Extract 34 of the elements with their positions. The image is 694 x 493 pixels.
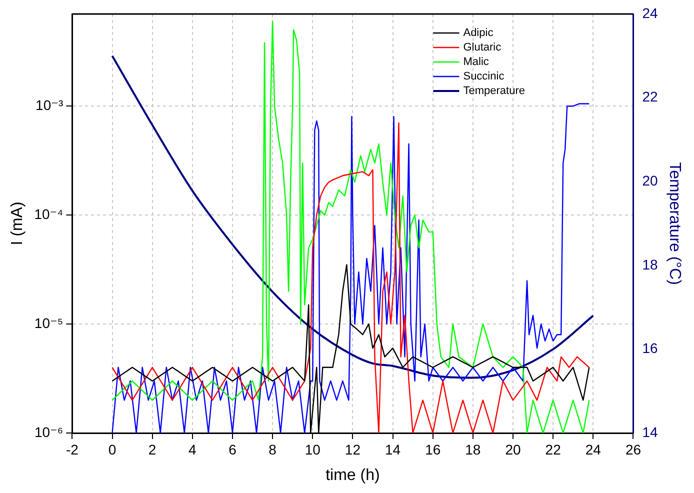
x-tick-label: 16	[425, 441, 441, 458]
x-tick-label: 22	[545, 441, 562, 458]
y2-tick-label: 16	[642, 340, 658, 356]
x-tick-label: 12	[344, 441, 361, 458]
legend-label: Succinic	[463, 70, 505, 83]
legend-label: Malic	[463, 56, 490, 68]
x-tick-label: -2	[66, 441, 79, 458]
legend-label: Glutaric	[463, 42, 502, 54]
y2-tick-label: 14	[642, 424, 658, 440]
y2-tick-label: 24	[642, 4, 658, 21]
y2-tick-label: 22	[642, 88, 658, 105]
x-tick-label: 6	[228, 441, 237, 458]
x-tick-label: 26	[625, 441, 642, 458]
x-tick-label: 18	[465, 441, 481, 458]
x-tick-label: 4	[188, 441, 197, 458]
x-axis-title: time (h)	[326, 466, 380, 484]
y2-tick-label: 18	[642, 256, 658, 272]
legend-label: Temperature	[463, 85, 525, 98]
line-series	[111, 54, 594, 379]
x-tick-label: 0	[108, 441, 116, 458]
y-tick-label: 10⁻³	[36, 96, 64, 113]
x-tick-label: 10	[304, 441, 321, 458]
y-axis-title: I (mA)	[9, 202, 26, 246]
legend-label: Adipic	[463, 27, 494, 40]
x-tick-label: 2	[148, 441, 156, 458]
y-tick-label: 10⁻⁵	[34, 314, 64, 331]
x-tick-label: 20	[505, 441, 521, 458]
x-tick-label: 14	[384, 441, 401, 458]
y-tick-label: 10⁻⁶	[34, 424, 64, 440]
y-tick-label: 10⁻⁴	[34, 206, 64, 222]
y2-tick-label: 20	[642, 172, 658, 188]
y2-axis-title: Temperature (°C)	[666, 162, 683, 285]
x-tick-label: 24	[585, 441, 602, 458]
x-tick-label: 8	[268, 441, 277, 458]
